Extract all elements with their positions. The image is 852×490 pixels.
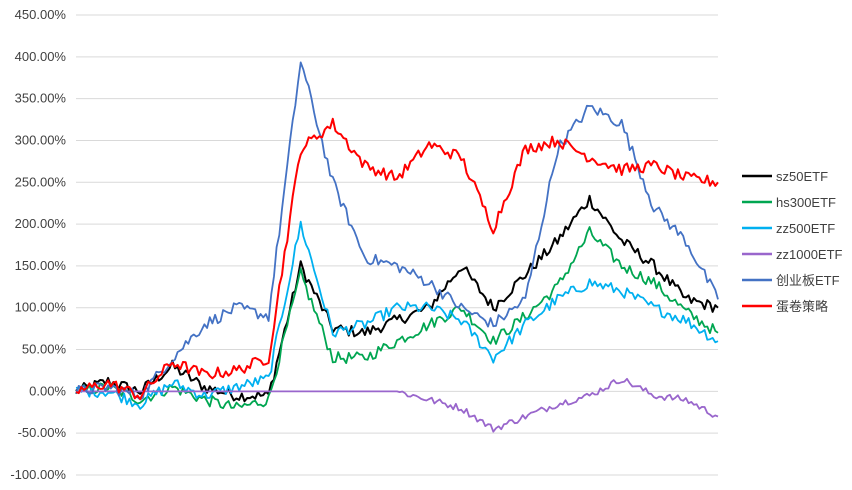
y-tick-label: 200.00% — [15, 216, 67, 231]
y-tick-label: 300.00% — [15, 132, 67, 147]
legend-label: hs300ETF — [776, 195, 836, 210]
legend-label: 创业板ETF — [776, 273, 840, 288]
series-line-3 — [76, 377, 719, 433]
series-line-2 — [75, 220, 719, 410]
y-tick-label: 250.00% — [15, 174, 67, 189]
y-tick-label: 0.00% — [29, 383, 66, 398]
y-tick-label: 100.00% — [15, 300, 67, 315]
legend-label: zz1000ETF — [776, 247, 843, 262]
y-tick-label: -50.00% — [18, 425, 67, 440]
series-line-5 — [75, 117, 719, 401]
y-tick-label: 350.00% — [15, 91, 67, 106]
y-tick-label: 450.00% — [15, 7, 67, 22]
y-tick-label: -100.00% — [10, 467, 66, 482]
series-lines — [75, 61, 719, 433]
legend: sz50ETF hs300ETF zz500ETF zz1000ETF 创业板ETF 蛋卷… — [742, 169, 843, 314]
grid-lines — [76, 14, 718, 476]
legend-label: sz50ETF — [776, 169, 828, 184]
legend-label: 蛋卷策略 — [776, 299, 828, 314]
series-line-0 — [75, 194, 719, 403]
legend-label: zz500ETF — [776, 221, 835, 236]
y-tick-label: 400.00% — [15, 49, 67, 64]
y-tick-label: 150.00% — [15, 258, 67, 273]
series-line-4 — [75, 61, 719, 401]
y-tick-label: 50.00% — [22, 342, 67, 357]
y-axis-ticks: 450.00% 400.00% 350.00% 300.00% 250.00% 200.0… — [10, 7, 66, 482]
